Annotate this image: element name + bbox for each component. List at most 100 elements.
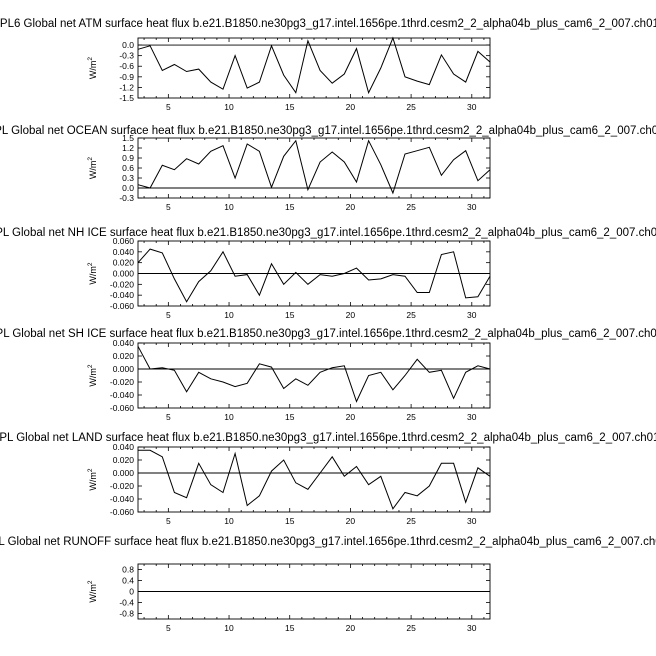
y-tick-label: -0.040: [110, 390, 134, 400]
x-tick-label: 15: [285, 412, 295, 422]
chart-panel-3: CPL Global net NH ICE surface heat flux …: [0, 227, 656, 320]
y-tick-label: -0.6: [119, 61, 134, 71]
y-tick-label: -0.020: [110, 481, 134, 491]
series-line: [137, 248, 491, 303]
y-axis-label-unit: W/m: [88, 266, 98, 285]
series-line: [137, 346, 491, 403]
y-axis-label: W/m2: [87, 364, 98, 387]
y-tick-label: -0.060: [110, 301, 134, 311]
y-tick-label: 0.020: [113, 258, 135, 268]
x-tick-label: 10: [224, 623, 234, 633]
x-tick-label: 20: [346, 102, 356, 112]
x-tick-label: 15: [285, 516, 295, 526]
series-line: [138, 449, 491, 510]
y-tick-label: 0.9: [122, 153, 134, 163]
chart-title: CPL Global net NH ICE surface heat flux …: [0, 227, 656, 239]
x-tick-label: 30: [467, 412, 477, 422]
y-tick-label: -0.8: [119, 609, 134, 619]
y-tick-label: -1.5: [119, 93, 134, 103]
y-tick-label: 0.020: [113, 455, 135, 465]
y-tick-label: -0.020: [110, 279, 134, 289]
y-tick-label: 0.4: [122, 576, 134, 586]
x-tick-label: 20: [346, 412, 356, 422]
series-line: [137, 139, 491, 195]
x-tick-label: 25: [406, 516, 416, 526]
y-tick-label: 0.040: [113, 442, 135, 452]
y-tick-label: 0.0: [122, 40, 134, 50]
y-axis-label-unit: W/m: [88, 472, 98, 491]
y-axis-label-unit: W/m: [88, 61, 98, 80]
x-tick-label: 15: [285, 202, 295, 212]
x-tick-label: 30: [467, 102, 477, 112]
y-axis-label-unit: W/m: [88, 584, 98, 603]
y-tick-label: 0.3: [122, 173, 134, 183]
chart-panel-4: CPL Global net SH ICE surface heat flux …: [0, 328, 656, 422]
x-tick-label: 20: [346, 623, 356, 633]
x-tick-label: 10: [224, 516, 234, 526]
x-tick-label: 10: [224, 310, 234, 320]
y-axis-label-exponent: 2: [87, 364, 94, 368]
y-tick-label: 0.020: [113, 351, 135, 361]
x-tick-label: 15: [285, 102, 295, 112]
chart-title: CPL Global net SH ICE surface heat flux …: [0, 328, 656, 340]
y-tick-label: -0.4: [119, 598, 134, 608]
y-axis-label-exponent: 2: [87, 580, 94, 584]
chart-panel-1: CPL6 Global net ATM surface heat flux b.…: [0, 18, 656, 112]
x-tick-label: 25: [406, 310, 416, 320]
y-tick-label: 1.5: [122, 133, 134, 143]
chart-title: CPL Global net RUNOFF surface heat flux …: [0, 536, 656, 548]
y-axis-label: W/m2: [87, 57, 98, 80]
chart-panel-2: CPL Global net OCEAN surface heat flux b…: [0, 125, 656, 212]
x-tick-label: 10: [224, 202, 234, 212]
y-tick-label: 0: [129, 587, 134, 597]
x-tick-label: 15: [285, 623, 295, 633]
x-tick-label: 20: [346, 202, 356, 212]
y-axis-label: W/m2: [87, 157, 98, 180]
x-tick-label: 5: [166, 623, 171, 633]
chart-title: CPL Global net OCEAN surface heat flux b…: [0, 125, 656, 137]
x-tick-label: 5: [166, 310, 171, 320]
y-tick-label: -0.9: [119, 72, 134, 82]
y-tick-label: -0.020: [110, 377, 134, 387]
x-tick-label: 25: [406, 202, 416, 212]
plot-frame: [137, 137, 491, 199]
x-tick-label: 5: [166, 102, 171, 112]
y-tick-label: 0.6: [122, 163, 134, 173]
plot-frame: [137, 37, 491, 99]
y-tick-label: 0.000: [113, 364, 135, 374]
y-tick-label: 0.040: [113, 247, 135, 257]
x-tick-label: 25: [406, 623, 416, 633]
y-axis-label: W/m2: [87, 262, 98, 285]
x-tick-label: 20: [346, 516, 356, 526]
y-tick-label: 1.2: [122, 143, 134, 153]
x-tick-label: 30: [467, 202, 477, 212]
chart-title: CPL6 Global net ATM surface heat flux b.…: [0, 18, 656, 30]
x-tick-label: 20: [346, 310, 356, 320]
plot-frame: [137, 563, 491, 620]
y-axis-label-exponent: 2: [87, 468, 94, 472]
y-axis-label-exponent: 2: [87, 57, 94, 61]
x-tick-label: 25: [406, 412, 416, 422]
x-tick-label: 10: [224, 102, 234, 112]
y-axis-label: W/m2: [87, 580, 98, 603]
plot-frame: [137, 342, 491, 409]
x-tick-label: 5: [166, 412, 171, 422]
y-tick-label: 0.040: [113, 338, 135, 348]
x-tick-label: 30: [467, 623, 477, 633]
x-tick-label: 30: [467, 310, 477, 320]
plot-frame: [137, 446, 491, 513]
y-axis-label: W/m2: [87, 468, 98, 491]
y-tick-label: -0.3: [119, 193, 134, 203]
y-tick-label: -0.040: [110, 494, 134, 504]
x-tick-label: 10: [224, 412, 234, 422]
y-axis-label-unit: W/m: [88, 368, 98, 387]
chart-panel-5: CPL Global net LAND surface heat flux b.…: [0, 432, 656, 526]
y-tick-label: -0.060: [110, 403, 134, 413]
x-tick-label: 5: [166, 516, 171, 526]
y-tick-label: 0.0: [122, 183, 134, 193]
y-axis-label-unit: W/m: [88, 161, 98, 180]
y-tick-label: 0.8: [122, 565, 134, 575]
series-line: [137, 36, 491, 95]
y-axis-label-exponent: 2: [87, 157, 94, 161]
